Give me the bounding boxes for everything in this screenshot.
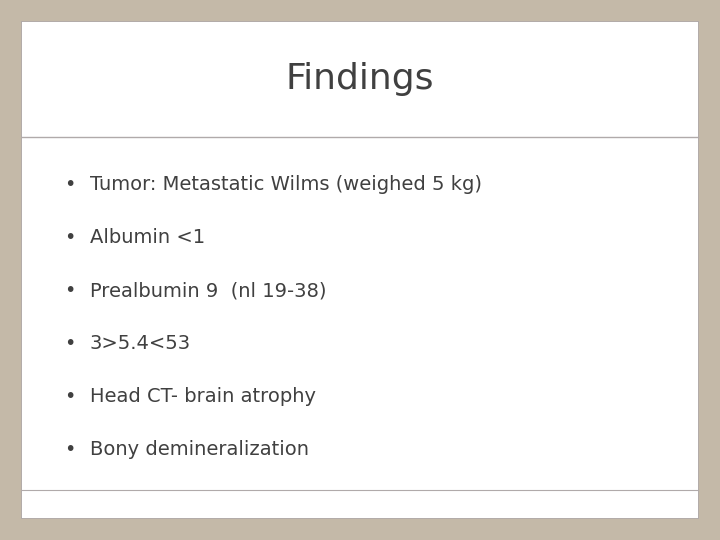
Text: •: • (63, 387, 75, 406)
Text: Findings: Findings (286, 63, 434, 97)
Text: Tumor: Metastatic Wilms (weighed 5 kg): Tumor: Metastatic Wilms (weighed 5 kg) (89, 175, 482, 194)
Text: 3>5.4<53: 3>5.4<53 (89, 334, 191, 353)
Text: Albumin <1: Albumin <1 (89, 228, 204, 247)
Text: •: • (63, 281, 75, 300)
Text: Head CT- brain atrophy: Head CT- brain atrophy (89, 387, 315, 406)
Text: Prealbumin 9  (nl 19-38): Prealbumin 9 (nl 19-38) (89, 281, 326, 300)
Text: •: • (63, 228, 75, 247)
Text: •: • (63, 440, 75, 459)
Text: •: • (63, 334, 75, 353)
Text: Bony demineralization: Bony demineralization (89, 440, 309, 459)
Text: •: • (63, 175, 75, 194)
